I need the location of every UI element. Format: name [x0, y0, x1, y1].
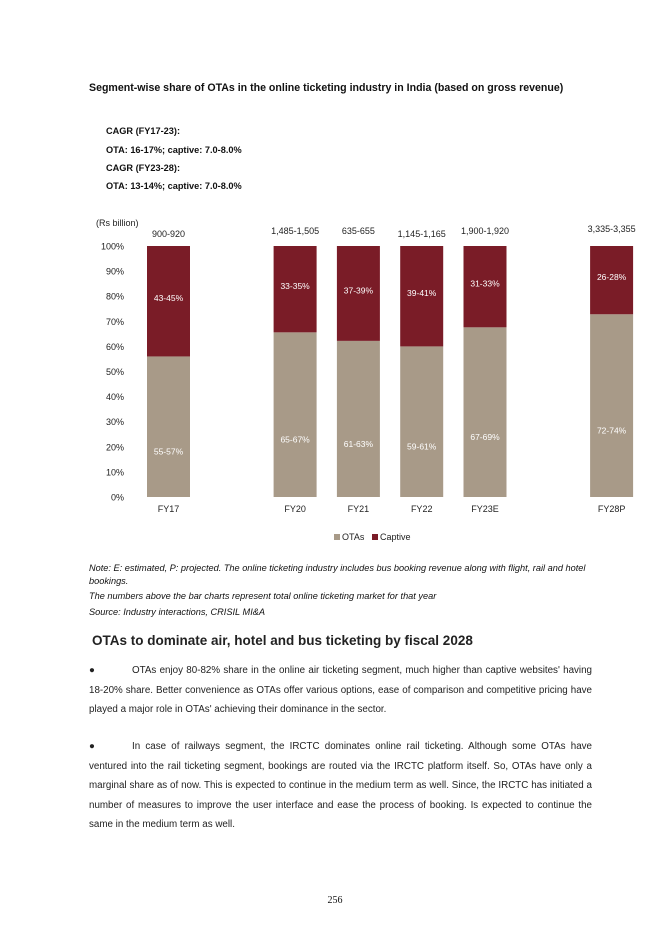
bar-captive-fy28p [590, 246, 634, 315]
page-number: 256 [327, 895, 343, 906]
cagr-label-1: CAGR (FY17-23): [106, 126, 181, 136]
x-tick-label: FY21 [348, 504, 370, 514]
x-tick-label: FY28P [598, 504, 626, 514]
bar-captive-fy22 [400, 246, 444, 347]
bullet-paragraph-1: ● OTAs enjoy 80-82% share in the online a… [89, 661, 592, 720]
legend-label: OTAs [342, 532, 365, 542]
chart-source: Source: Industry interactions, CRISIL MI… [89, 607, 265, 617]
bar-label: 65-67% [280, 435, 310, 445]
bar-label: 37-39% [344, 285, 374, 295]
bullet-icon: ● [89, 665, 95, 676]
y-tick-label: 30% [106, 417, 124, 427]
bar-label: 59-61% [407, 442, 437, 452]
bar-otas-fy21 [336, 340, 380, 497]
y-tick-label: 0% [111, 493, 124, 503]
bar-total-label: 1,485-1,505 [271, 226, 319, 236]
bar-label: 67-69% [470, 432, 500, 442]
bullet-text: In case of railways segment, the IRCTC d… [89, 741, 592, 830]
bar-otas-fy20 [273, 332, 317, 497]
bullet-paragraph-2: ● In case of railways segment, the IRCTC … [89, 737, 592, 835]
y-tick-label: 70% [106, 317, 124, 327]
x-tick-label: FY17 [158, 504, 180, 514]
bar-captive-fy20 [273, 246, 317, 333]
bullet-text: OTAs enjoy 80-82% share in the online ai… [89, 665, 592, 715]
bar-total-label: 1,145-1,165 [398, 229, 446, 239]
bar-total-label: 3,335-3,355 [588, 224, 636, 234]
cagr-value-2: OTA: 13-14%; captive: 7.0-8.0% [106, 181, 242, 191]
chart-note-totals: The numbers above the bar charts represe… [89, 591, 437, 601]
y-tick-label: 90% [106, 267, 124, 277]
bar-label: 26-28% [597, 272, 627, 282]
bar-label: 39-41% [407, 288, 437, 298]
bar-label: 43-45% [154, 293, 184, 303]
bar-otas-fy28p [590, 314, 634, 497]
bar-otas-fy23e [463, 327, 507, 497]
cagr-value-1: OTA: 16-17%; captive: 7.0-8.0% [106, 145, 242, 155]
section-heading: OTAs to dominate air, hotel and bus tick… [92, 633, 473, 648]
legend-label: Captive [380, 532, 411, 542]
stacked-bar-chart: (Rs billion) 0% 10% 20% 30% 40% 50% 60% 70% 80% 90… [96, 218, 636, 542]
bar-label: 72-74% [597, 426, 627, 436]
y-tick-label: 20% [106, 442, 124, 452]
bar-label: 55-57% [154, 447, 184, 457]
bar-total-label: 635-655 [342, 226, 375, 236]
x-tick-label: FY20 [284, 504, 306, 514]
bar-otas-fy17 [147, 356, 190, 497]
bar-total-label: 1,900-1,920 [461, 226, 509, 236]
y-tick-label: 10% [106, 467, 124, 477]
bar-captive-fy21 [336, 246, 380, 341]
legend-swatch-otas [334, 534, 340, 540]
cagr-label-2: CAGR (FY23-28): [106, 163, 181, 173]
y-tick-label: 50% [106, 367, 124, 377]
bullet-icon: ● [89, 741, 95, 752]
bar-label: 33-35% [280, 281, 310, 291]
bar-total-label: 900-920 [152, 229, 185, 239]
x-tick-label: FY22 [411, 504, 433, 514]
bar-otas-fy22 [400, 346, 444, 497]
y-tick-label: 80% [106, 292, 124, 302]
y-axis-unit-label: (Rs billion) [96, 218, 139, 228]
bar-label: 31-33% [470, 279, 500, 289]
legend-swatch-captive [372, 534, 378, 540]
chart-title: Segment-wise share of OTAs in the online… [89, 82, 564, 94]
y-tick-label: 60% [106, 342, 124, 352]
y-tick-label: 100% [101, 242, 124, 252]
chart-note: Note: E: estimated, P: projected. The on… [89, 563, 586, 586]
y-tick-label: 40% [106, 392, 124, 402]
bar-label: 61-63% [344, 439, 374, 449]
x-tick-label: FY23E [471, 504, 499, 514]
bar-captive-fy17 [147, 246, 190, 357]
bar-captive-fy23e [463, 246, 507, 328]
